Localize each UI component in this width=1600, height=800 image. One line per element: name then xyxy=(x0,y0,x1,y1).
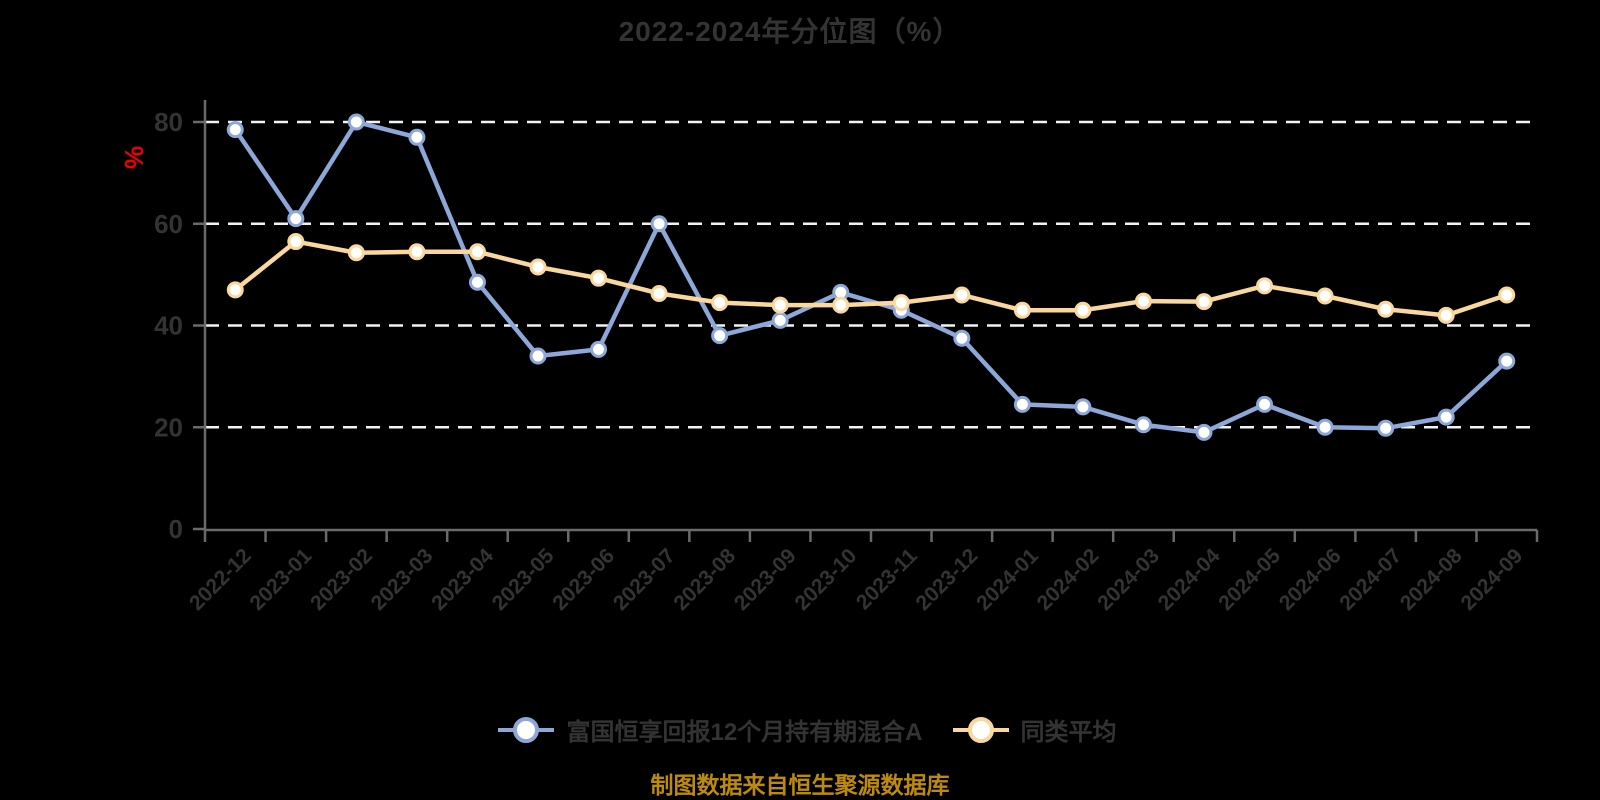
data-point-marker xyxy=(650,215,668,233)
legend-marker-average-icon xyxy=(952,716,1009,743)
y-axis-label: 80 xyxy=(154,107,183,137)
data-point-marker xyxy=(711,294,729,312)
data-point-marker xyxy=(1256,277,1274,295)
x-axis-label: 2023-12 xyxy=(912,544,983,615)
legend-label-average: 同类平均 xyxy=(1020,719,1117,746)
data-point-marker xyxy=(771,296,789,314)
x-axis-label: 2024-08 xyxy=(1396,544,1467,615)
data-point-marker xyxy=(287,233,305,251)
x-axis-label: 2024-09 xyxy=(1456,544,1527,615)
data-point-marker xyxy=(408,128,426,146)
line-chart: 0204060802022-122023-012023-022023-03202… xyxy=(154,100,1539,615)
data-point-marker xyxy=(1377,300,1395,318)
page-title: 2022-2024年分位图（%） xyxy=(618,16,962,47)
x-axis-label: 2023-05 xyxy=(488,544,559,615)
x-axis-label: 2024-05 xyxy=(1214,544,1285,615)
data-point-marker xyxy=(1377,419,1395,437)
data-point-marker xyxy=(1437,408,1455,426)
legend: 富国恒享回报12个月持有期混合A 同类平均 xyxy=(0,712,1600,747)
x-axis-label: 2023-04 xyxy=(427,544,498,615)
x-axis-label: 2023-06 xyxy=(548,544,619,615)
data-point-marker xyxy=(1316,418,1334,436)
x-axis-label: 2024-06 xyxy=(1275,544,1346,615)
x-axis-label: 2024-01 xyxy=(972,544,1043,615)
x-axis-label: 2023-09 xyxy=(730,544,801,615)
data-point-marker xyxy=(1316,287,1334,305)
data-point-marker xyxy=(529,347,547,365)
data-point-marker xyxy=(1013,395,1031,413)
legend-marker-fund-icon xyxy=(498,716,555,743)
data-point-marker xyxy=(1074,398,1092,416)
data-point-marker xyxy=(1437,306,1455,324)
data-point-marker xyxy=(1013,301,1031,319)
data-point-marker xyxy=(1195,293,1213,311)
x-axis-label: 2023-02 xyxy=(306,544,377,615)
data-point-marker xyxy=(771,311,789,329)
x-axis-label: 2024-04 xyxy=(1154,544,1225,615)
legend-item-average[interactable]: 同类平均 xyxy=(952,712,1117,747)
x-axis-label: 2023-10 xyxy=(790,544,861,615)
x-axis-label: 2023-01 xyxy=(246,544,317,615)
data-point-marker xyxy=(832,296,850,314)
x-axis-label: 2023-08 xyxy=(669,544,740,615)
x-axis-label: 2024-02 xyxy=(1033,544,1104,615)
x-axis-label: 2024-07 xyxy=(1335,544,1406,615)
data-point-marker xyxy=(1074,301,1092,319)
x-axis-label: 2024-03 xyxy=(1093,544,1164,615)
data-point-marker xyxy=(226,121,244,139)
data-point-marker xyxy=(468,243,486,261)
data-point-marker xyxy=(226,281,244,299)
data-point-marker xyxy=(1134,292,1152,310)
legend-label-fund: 富国恒享回报12个月持有期混合A xyxy=(566,719,923,746)
x-axis-label: 2023-03 xyxy=(367,544,438,615)
data-source-caption: 制图数据来自恒生聚源数据库 xyxy=(650,772,950,798)
x-axis-label: 2023-07 xyxy=(609,544,680,615)
data-point-marker xyxy=(953,329,971,347)
data-point-marker xyxy=(408,243,426,261)
x-axis-label: 2022-12 xyxy=(185,544,256,615)
data-point-marker xyxy=(529,258,547,276)
y-axis-label: 60 xyxy=(154,209,183,239)
data-point-marker xyxy=(347,244,365,262)
data-point-marker xyxy=(1498,352,1516,370)
data-point-marker xyxy=(287,210,305,228)
y-axis-label: 40 xyxy=(154,311,183,341)
y-axis-label: 20 xyxy=(154,412,183,442)
data-point-marker xyxy=(1498,286,1516,304)
y-axis-label: 0 xyxy=(169,514,183,544)
data-point-marker xyxy=(590,269,608,287)
x-axis-label: 2023-11 xyxy=(852,544,922,614)
data-point-marker xyxy=(1195,423,1213,441)
data-point-marker xyxy=(650,284,668,302)
data-point-marker xyxy=(468,273,486,291)
series-line-fund xyxy=(233,119,1509,435)
data-point-marker xyxy=(1256,395,1274,413)
data-point-marker xyxy=(711,327,729,345)
legend-item-fund[interactable]: 富国恒享回报12个月持有期混合A xyxy=(498,712,923,747)
data-point-marker xyxy=(892,294,910,312)
series-line-average xyxy=(233,239,1509,318)
data-point-marker xyxy=(590,340,608,358)
data-point-marker xyxy=(953,286,971,304)
data-point-marker xyxy=(1134,416,1152,434)
data-point-marker xyxy=(347,113,365,131)
